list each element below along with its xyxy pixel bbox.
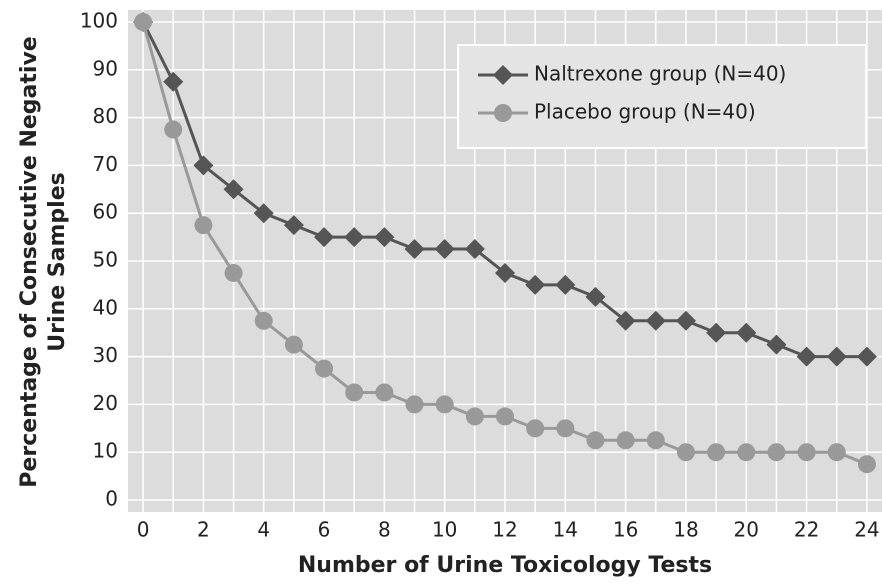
x-tick-label: 18 (673, 518, 698, 542)
data-point (736, 322, 757, 343)
x-tick-label: 16 (613, 518, 638, 542)
data-point (856, 346, 877, 367)
data-point (526, 419, 545, 438)
x-tick-label: 14 (553, 518, 578, 542)
data-point (134, 12, 153, 31)
y-tick-label: 40 (93, 295, 118, 319)
y-tick-label: 50 (93, 248, 118, 272)
data-point (254, 311, 273, 330)
data-point (315, 359, 334, 378)
legend-label: Naltrexone group (N=40) (534, 62, 786, 86)
data-point (344, 227, 365, 248)
data-point (706, 322, 727, 343)
data-point (224, 263, 243, 282)
data-point (374, 227, 395, 248)
data-point (615, 310, 636, 331)
legend-marker (493, 65, 513, 85)
data-point (434, 239, 455, 260)
data-point (194, 216, 213, 235)
data-point (857, 455, 876, 474)
legend-box (457, 44, 867, 149)
data-point (796, 346, 817, 367)
data-point (464, 239, 485, 260)
x-tick-label: 6 (318, 518, 331, 542)
data-point (555, 274, 576, 295)
y-axis-label: Urine Samples (45, 172, 70, 351)
data-point (616, 431, 635, 450)
legend-marker (494, 104, 512, 122)
data-point (586, 431, 605, 450)
legend-label: Placebo group (N=40) (534, 100, 756, 124)
data-point (737, 443, 756, 462)
x-axis-label: Number of Urine Toxicology Tests (298, 553, 712, 578)
data-point (345, 383, 364, 402)
data-point (676, 443, 695, 462)
data-point (646, 431, 665, 450)
y-tick-label: 70 (93, 152, 118, 176)
data-point (404, 239, 425, 260)
data-point (766, 334, 787, 355)
data-point (675, 310, 696, 331)
x-tick-label: 4 (257, 518, 270, 542)
data-point (164, 120, 183, 139)
data-point (283, 215, 304, 236)
data-point (465, 407, 484, 426)
data-point (496, 407, 514, 426)
y-tick-label: 90 (93, 56, 118, 80)
x-tick-label: 2 (197, 518, 210, 542)
data-point (405, 395, 424, 414)
data-point (827, 443, 846, 462)
x-tick-label: 10 (432, 518, 457, 542)
data-point (645, 310, 666, 331)
y-tick-label: 0 (105, 487, 118, 511)
y-tick-label: 80 (93, 104, 118, 128)
data-point (525, 274, 546, 295)
y-tick-label: 60 (93, 200, 118, 224)
data-point (767, 443, 786, 462)
y-tick-label: 30 (93, 343, 118, 367)
x-tick-label: 8 (378, 518, 391, 542)
data-point (585, 286, 606, 307)
x-tick-label: 12 (492, 518, 517, 542)
data-point (556, 419, 575, 438)
x-tick-label: 0 (137, 518, 150, 542)
data-point (495, 262, 515, 283)
data-point (253, 203, 274, 224)
data-point (193, 155, 214, 176)
data-point (375, 383, 394, 402)
data-point (223, 179, 244, 200)
data-point (707, 443, 726, 462)
data-point (314, 227, 335, 248)
y-axis-label: Percentage of Consecutive Negative (17, 36, 42, 487)
y-tick-label: 10 (93, 439, 118, 463)
data-point (826, 346, 847, 367)
y-tick-label: 100 (80, 8, 118, 32)
data-point (284, 335, 303, 354)
y-tick-label: 20 (93, 391, 118, 415)
x-tick-label: 20 (734, 518, 759, 542)
data-point (163, 71, 184, 92)
x-tick-label: 22 (794, 518, 819, 542)
data-point (797, 443, 816, 462)
data-point (435, 395, 454, 414)
x-tick-label: 24 (854, 518, 879, 542)
